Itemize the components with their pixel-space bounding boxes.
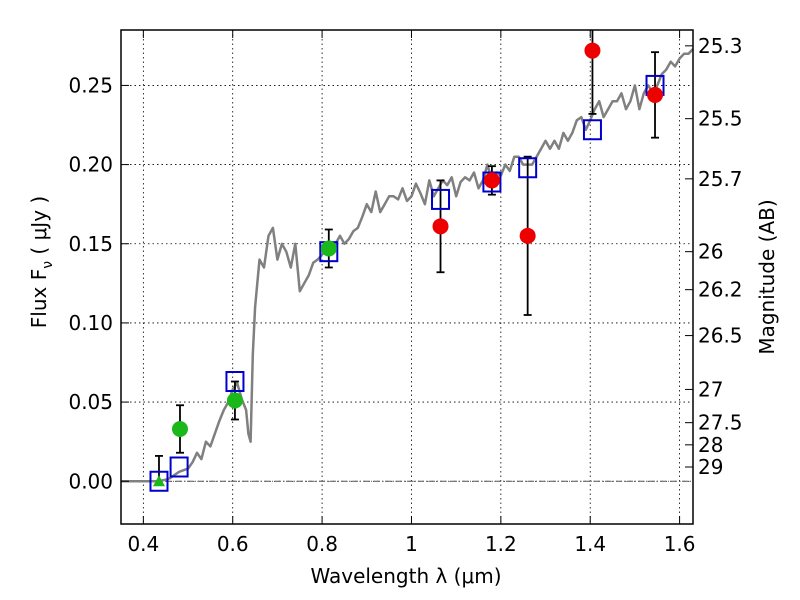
x-tick-label: 1.2 xyxy=(485,532,517,556)
x-tick-label: 0.4 xyxy=(127,532,159,556)
x-tick-label: 0.8 xyxy=(306,532,338,556)
data-point xyxy=(171,421,188,437)
y-axis-right-label: Magnitude (AB) xyxy=(755,199,779,354)
axis-ticks: 0.4 0.6 0.8 1 1.2 1.4 1.6 0.00 0.05 0.10 0.15 0.20 0… xyxy=(68,30,743,556)
y-right-tick-label: 25.7 xyxy=(698,167,743,191)
y-axis-label-subscript: ν xyxy=(40,261,56,269)
y-right-tick-label: 28 xyxy=(698,433,723,457)
photometry-square xyxy=(225,371,245,392)
y-right-tick-label: 25.5 xyxy=(698,107,743,131)
photometry-square xyxy=(149,470,169,492)
y-axis-label-unit: ( μJy ) xyxy=(27,196,51,261)
y-tick-label: 0.25 xyxy=(68,73,113,97)
y-right-tick-label: 26.5 xyxy=(698,324,743,348)
photometry-square xyxy=(582,119,602,141)
spectrum-line xyxy=(121,48,694,483)
y-right-tick-label: 27 xyxy=(698,377,723,401)
y-axis-label: Flux Fν ( μJy ) xyxy=(27,196,56,328)
x-tick-label: 1.4 xyxy=(574,532,606,556)
y-tick-label: 0.10 xyxy=(68,311,113,335)
x-tick-label: 1.6 xyxy=(664,532,696,556)
y-right-tick-label: 29 xyxy=(698,455,723,479)
y-right-tick-label: 25.3 xyxy=(698,34,743,58)
photometry-square xyxy=(169,456,189,478)
error-bars xyxy=(154,30,660,482)
x-axis-label: Wavelength λ (μm) xyxy=(310,564,501,588)
y-tick-label: 0.05 xyxy=(68,390,113,414)
y-right-tick-label: 26.2 xyxy=(698,278,743,302)
plot-frame xyxy=(120,29,694,525)
x-tick-label: 0.6 xyxy=(217,532,249,556)
grid-lines xyxy=(121,30,693,524)
y-axis-label-main: Flux F xyxy=(27,269,51,328)
y-tick-label: 0.00 xyxy=(68,469,113,493)
data-point xyxy=(226,392,243,409)
data-point xyxy=(320,240,337,257)
data-point xyxy=(647,86,664,103)
data-markers xyxy=(149,42,665,492)
data-point xyxy=(584,42,601,59)
y-tick-label: 0.15 xyxy=(68,232,113,256)
y-right-tick-label: 26 xyxy=(698,240,723,264)
y-right-tick-label: 27.5 xyxy=(698,411,743,435)
photometry-square xyxy=(518,157,538,179)
data-point xyxy=(483,172,500,189)
upper-limit-triangle xyxy=(152,475,165,487)
y-tick-label: 0.20 xyxy=(68,153,113,177)
data-point xyxy=(519,227,536,244)
data-point xyxy=(432,218,449,235)
model-spectrum xyxy=(121,48,694,483)
photometry-square xyxy=(431,188,451,210)
x-tick-label: 1 xyxy=(405,532,418,556)
